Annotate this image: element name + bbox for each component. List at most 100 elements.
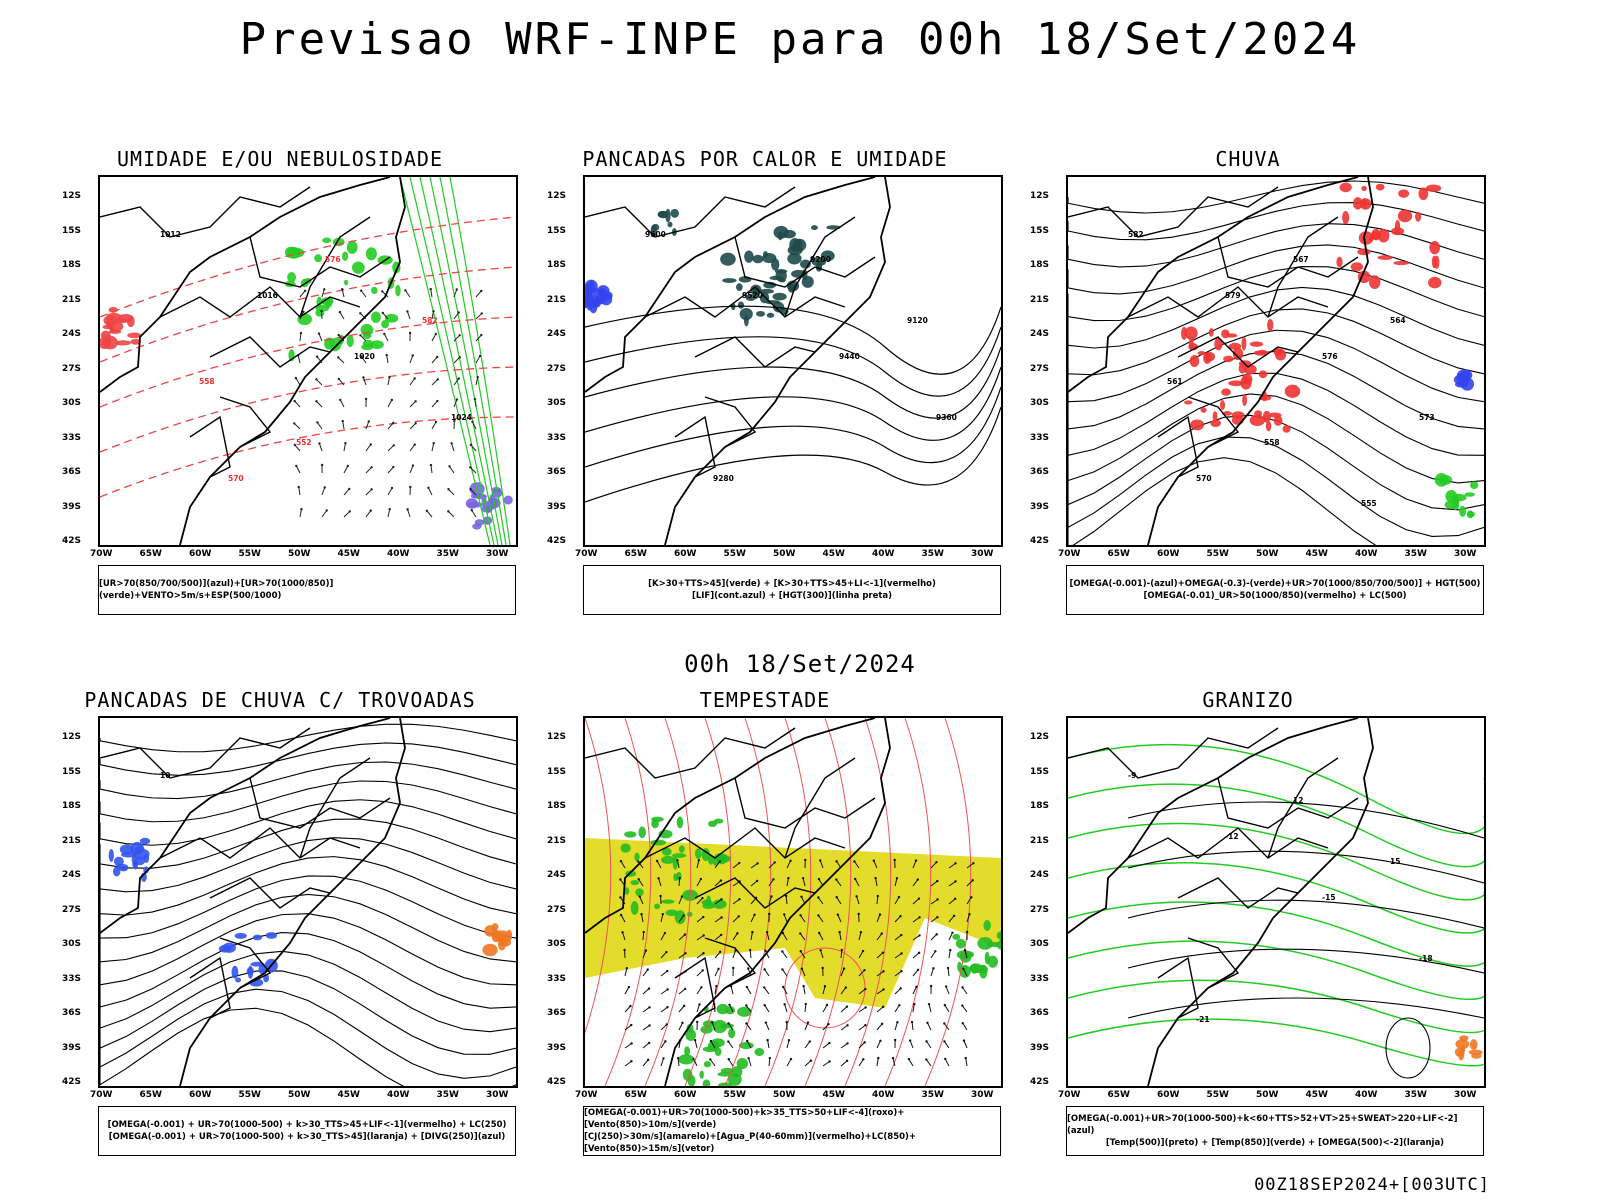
panel-umidade: UMIDADE E/OU NEBULOSIDADE 12S 15S 18S 21S 24S… xyxy=(60,147,518,617)
lon-tick-label: 55W xyxy=(723,1090,746,1100)
contour-label: 1020 xyxy=(354,352,375,361)
contour-label: 9200 xyxy=(810,255,831,264)
lat-tick-label: 33S xyxy=(62,432,82,443)
panel-title: PANCADAS DE CHUVA C/ TROVOADAS xyxy=(84,688,476,712)
contour-label: 9280 xyxy=(713,474,734,483)
contour-label: -18 xyxy=(1419,954,1433,963)
lon-tick-label: 50W xyxy=(773,1090,796,1100)
lon-tick-label: 45W xyxy=(1305,1090,1328,1100)
lat-tick-label: 15S xyxy=(547,766,567,777)
legend-line: [OMEGA(-0.001) + UR>70(1000-500) + k>30_… xyxy=(107,1120,507,1130)
lon-tick-label: 30W xyxy=(1454,1090,1477,1100)
panel-title: PANCADAS POR CALOR E UMIDADE xyxy=(582,147,948,171)
map-plot: -9 -12 -15 -18 -21 12 15 xyxy=(1066,716,1486,1088)
legend-line: [OMEGA(-0.001) + UR>70(1000-500) + k>30_… xyxy=(108,1132,506,1142)
contour-label: 576 xyxy=(325,255,341,264)
forecast-time-subtitle: 00h 18/Set/2024 xyxy=(684,650,916,678)
lon-tick-label: 45W xyxy=(337,1090,360,1100)
map-plot: 10 xyxy=(98,716,518,1088)
lat-tick-label: 33S xyxy=(62,973,82,984)
map-layer: 1012 1016 1020 1024 570 576 582 558 552 xyxy=(100,177,516,545)
legend-line: [OMEGA(-0.01)_UR>50(1000/850)(vermelho) … xyxy=(1143,591,1407,601)
lat-tick-label: 15S xyxy=(1030,225,1050,236)
lat-tick-label: 24S xyxy=(547,870,567,880)
lon-tick-label: 55W xyxy=(1206,549,1229,559)
contour-label: -9 xyxy=(1128,771,1136,780)
lon-tick-label: 60W xyxy=(674,1090,697,1100)
lat-tick-label: 30S xyxy=(62,398,82,408)
lat-tick-label: 18S xyxy=(62,260,82,270)
lon-tick-label: 55W xyxy=(1206,1090,1229,1100)
lon-tick-label: 65W xyxy=(624,549,647,559)
lon-tick-label: 65W xyxy=(1107,549,1130,559)
contour-label: 561 xyxy=(1167,377,1183,386)
lon-tick-label: 55W xyxy=(238,1090,261,1100)
lat-tick-label: 36S xyxy=(1030,1008,1050,1018)
lon-tick-label: 35W xyxy=(921,549,944,559)
contour-label: 567 xyxy=(1293,255,1309,264)
lon-tick-label: 70W xyxy=(90,1090,113,1100)
contour-label: 555 xyxy=(1361,499,1377,508)
lat-tick-label: 39S xyxy=(62,501,82,512)
contour-label: 10 xyxy=(160,771,170,780)
lat-tick-label: 42S xyxy=(547,536,567,546)
lat-tick-label: 12S xyxy=(1030,191,1050,201)
panel-legend: [K>30+TTS>45](verde) + [K>30+TTS>45+LI<-… xyxy=(583,565,1001,615)
lat-tick-label: 24S xyxy=(62,870,82,880)
lat-tick-label: 39S xyxy=(547,501,567,512)
map-layer xyxy=(585,718,1001,1086)
panel-legend: [UR>70(850/700/500)](azul)+[UR>70(1000/8… xyxy=(98,565,516,615)
lat-tick-label: 39S xyxy=(547,1042,567,1053)
lat-tick-label: 24S xyxy=(1030,329,1050,339)
legend-line: [OMEGA(-0.001)-(azul)+OMEGA(-0.3)-(verde… xyxy=(1069,579,1481,589)
lat-tick-label: 30S xyxy=(1030,939,1050,949)
lat-tick-label: 12S xyxy=(62,732,82,742)
lon-tick-label: 50W xyxy=(1256,1090,1279,1100)
lat-tick-label: 39S xyxy=(1030,1042,1050,1053)
legend-line: [Temp(500)](preto) + [Temp(850)](verde) … xyxy=(1105,1138,1445,1148)
lon-tick-label: 35W xyxy=(436,549,459,559)
contour-label: 582 xyxy=(1128,230,1144,239)
lon-tick-label: 65W xyxy=(139,1090,162,1100)
lon-tick-label: 30W xyxy=(486,549,509,559)
lat-tick-label: 42S xyxy=(62,536,82,546)
lat-tick-label: 36S xyxy=(62,1008,82,1018)
lon-tick-label: 55W xyxy=(238,549,261,559)
lon-tick-label: 40W xyxy=(387,1090,410,1100)
lat-tick-label: 24S xyxy=(547,329,567,339)
lon-tick-label: 50W xyxy=(288,549,311,559)
contour-label: 9600 xyxy=(645,230,666,239)
lat-tick-label: 42S xyxy=(1030,536,1050,546)
legend-line: [UR>70(850/700/500)](azul)+[UR>70(1000/8… xyxy=(99,579,334,601)
legend-line: [OMEGA(-0.001)+UR>70(1000-500)+k>35_TTS>… xyxy=(584,1108,905,1130)
lat-tick-label: 27S xyxy=(1030,363,1050,374)
panel-tempestade: TEMPESTADE 12S 15S 18S 21S 24S 27S 30S 33S 36S 39S… xyxy=(545,688,1003,1158)
map-plot xyxy=(583,716,1003,1088)
main-title: Previsao WRF-INPE para 00h 18/Set/2024 xyxy=(239,14,1361,65)
lat-tick-label: 24S xyxy=(1030,870,1050,880)
lon-tick-label: 55W xyxy=(723,549,746,559)
panel-title: UMIDADE E/OU NEBULOSIDADE xyxy=(116,147,444,171)
contour-label: 15 xyxy=(1390,857,1400,866)
lat-tick-label: 36S xyxy=(547,467,567,477)
lat-tick-label: 18S xyxy=(547,801,567,811)
panel-title: TEMPESTADE xyxy=(699,688,831,712)
lat-tick-label: 30S xyxy=(547,398,567,408)
contour-label: 1016 xyxy=(257,291,278,300)
lat-tick-label: 36S xyxy=(547,1008,567,1018)
lat-tick-label: 12S xyxy=(1030,732,1050,742)
contour-label: 579 xyxy=(1225,291,1241,300)
contour-label: -15 xyxy=(1322,893,1336,902)
lat-tick-label: 18S xyxy=(1030,260,1050,270)
contour-label: 582 xyxy=(422,316,438,325)
lat-tick-label: 36S xyxy=(1030,467,1050,477)
lon-tick-label: 35W xyxy=(436,1090,459,1100)
lat-tick-label: 33S xyxy=(547,973,567,984)
contour-label: 576 xyxy=(1322,352,1338,361)
lat-tick-label: 27S xyxy=(547,904,567,915)
lat-tick-label: 39S xyxy=(62,1042,82,1053)
lon-tick-label: 40W xyxy=(872,549,895,559)
map-layer: -9 -12 -15 -18 -21 12 15 xyxy=(1068,718,1484,1086)
lat-tick-label: 30S xyxy=(62,939,82,949)
legend-line: [CJ(250)>30m/s](amarelo)+[Agua_P(40-60mm… xyxy=(584,1132,917,1154)
